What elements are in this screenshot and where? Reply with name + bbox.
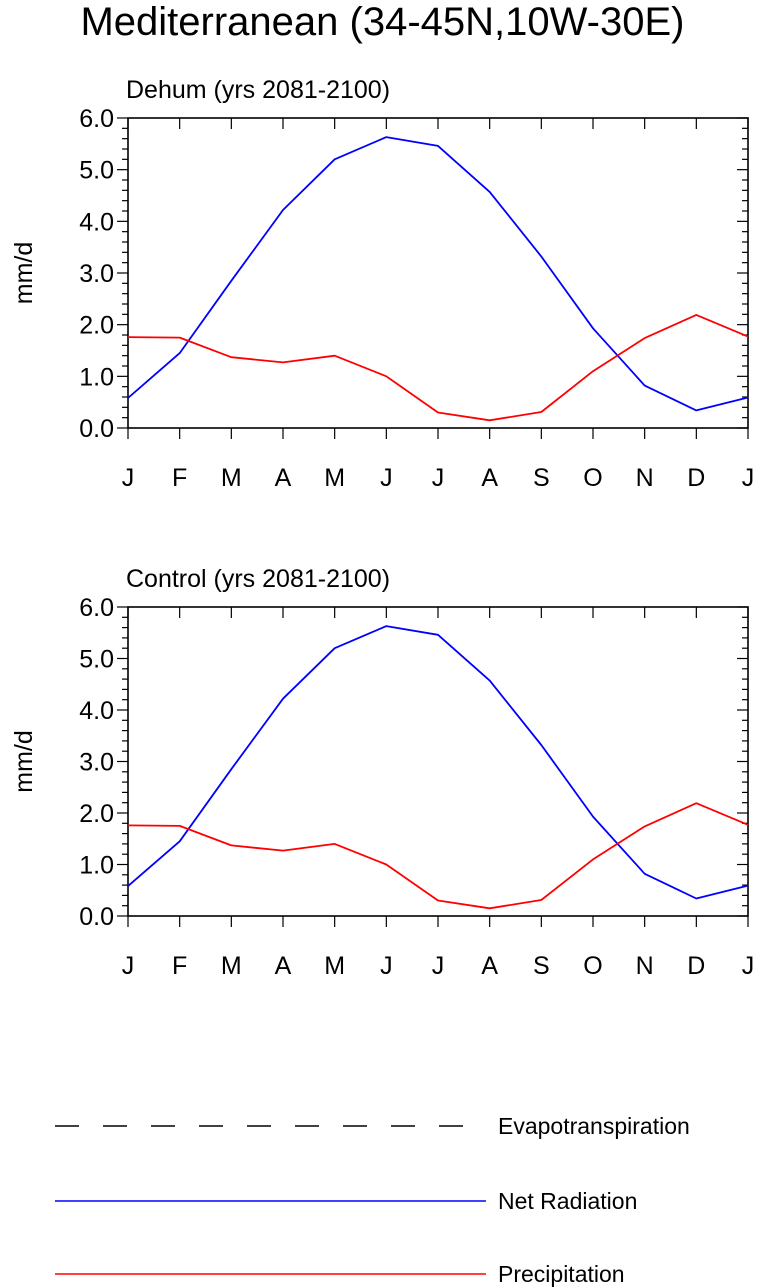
x-tick-label: J	[380, 464, 393, 492]
x-tick-label: F	[172, 952, 187, 980]
x-tick-label: N	[636, 952, 654, 980]
x-tick-label: J	[742, 952, 755, 980]
y-tick-label: 1.0	[79, 852, 114, 880]
x-tick-label: O	[583, 952, 602, 980]
x-tick-label: S	[533, 952, 550, 980]
main-title: Mediterranean (34-45N,10W-30E)	[80, 0, 685, 44]
x-tick-label: D	[687, 952, 705, 980]
plot-frame	[127, 606, 749, 917]
panel-title: Control (yrs 2081-2100)	[126, 565, 390, 593]
y-tick-label: 3.0	[79, 749, 114, 777]
y-axis-label: mm/d	[10, 242, 38, 305]
y-tick-label: 6.0	[79, 105, 114, 133]
x-tick-label: M	[221, 952, 242, 980]
x-tick-label: N	[636, 464, 654, 492]
x-tick-label: A	[481, 464, 498, 492]
x-tick-label: J	[432, 464, 445, 492]
legend-label: Net Radiation	[498, 1188, 637, 1214]
x-tick-label: M	[221, 464, 242, 492]
x-tick-label: F	[172, 464, 187, 492]
y-tick-label: 4.0	[79, 697, 114, 725]
y-tick-label: 4.0	[79, 208, 114, 236]
y-tick-label: 3.0	[79, 260, 114, 288]
y-tick-label: 2.0	[79, 800, 114, 828]
x-tick-label: J	[122, 952, 135, 980]
panel-title: Dehum (yrs 2081-2100)	[126, 76, 390, 104]
precipitation-line	[127, 313, 749, 422]
x-tick-label: J	[432, 952, 445, 980]
net-radiation-line	[127, 625, 749, 900]
x-tick-label: O	[583, 464, 602, 492]
y-axis-label: mm/d	[10, 730, 38, 793]
chart-panel-2: Control (yrs 2081-2100) 0.0 1.0 2.0 3.0 4.0 5.…	[10, 565, 754, 980]
legend-label: Evapotranspiration	[498, 1113, 690, 1139]
precipitation-line	[127, 802, 749, 910]
legend-label: Precipitation	[498, 1261, 625, 1287]
x-tick-label: J	[742, 464, 755, 492]
x-tick-label: A	[481, 952, 498, 980]
x-tick-label: J	[122, 464, 135, 492]
y-tick-label: 0.0	[79, 903, 114, 931]
x-tick-label: M	[324, 952, 345, 980]
x-tick-label: M	[324, 464, 345, 492]
y-tick-label: 0.0	[79, 415, 114, 443]
y-tick-label: 1.0	[79, 363, 114, 391]
x-tick-label: J	[380, 952, 393, 980]
x-tick-label: D	[687, 464, 705, 492]
x-tick-label: S	[533, 464, 550, 492]
chart-panel-1: Dehum (yrs 2081-2100) 0.0 1.0 2.0 3.0 4.0 5.0 6…	[10, 76, 754, 492]
net-radiation-line	[127, 136, 749, 412]
plot-frame	[127, 117, 749, 429]
x-tick-label: A	[275, 952, 292, 980]
y-tick-label: 5.0	[79, 646, 114, 674]
y-tick-label: 2.0	[79, 312, 114, 340]
x-tick-label: A	[275, 464, 292, 492]
y-tick-label: 6.0	[79, 594, 114, 622]
y-tick-label: 5.0	[79, 157, 114, 185]
legend: Evapotranspiration Net Radiation Precipita…	[55, 1113, 690, 1287]
